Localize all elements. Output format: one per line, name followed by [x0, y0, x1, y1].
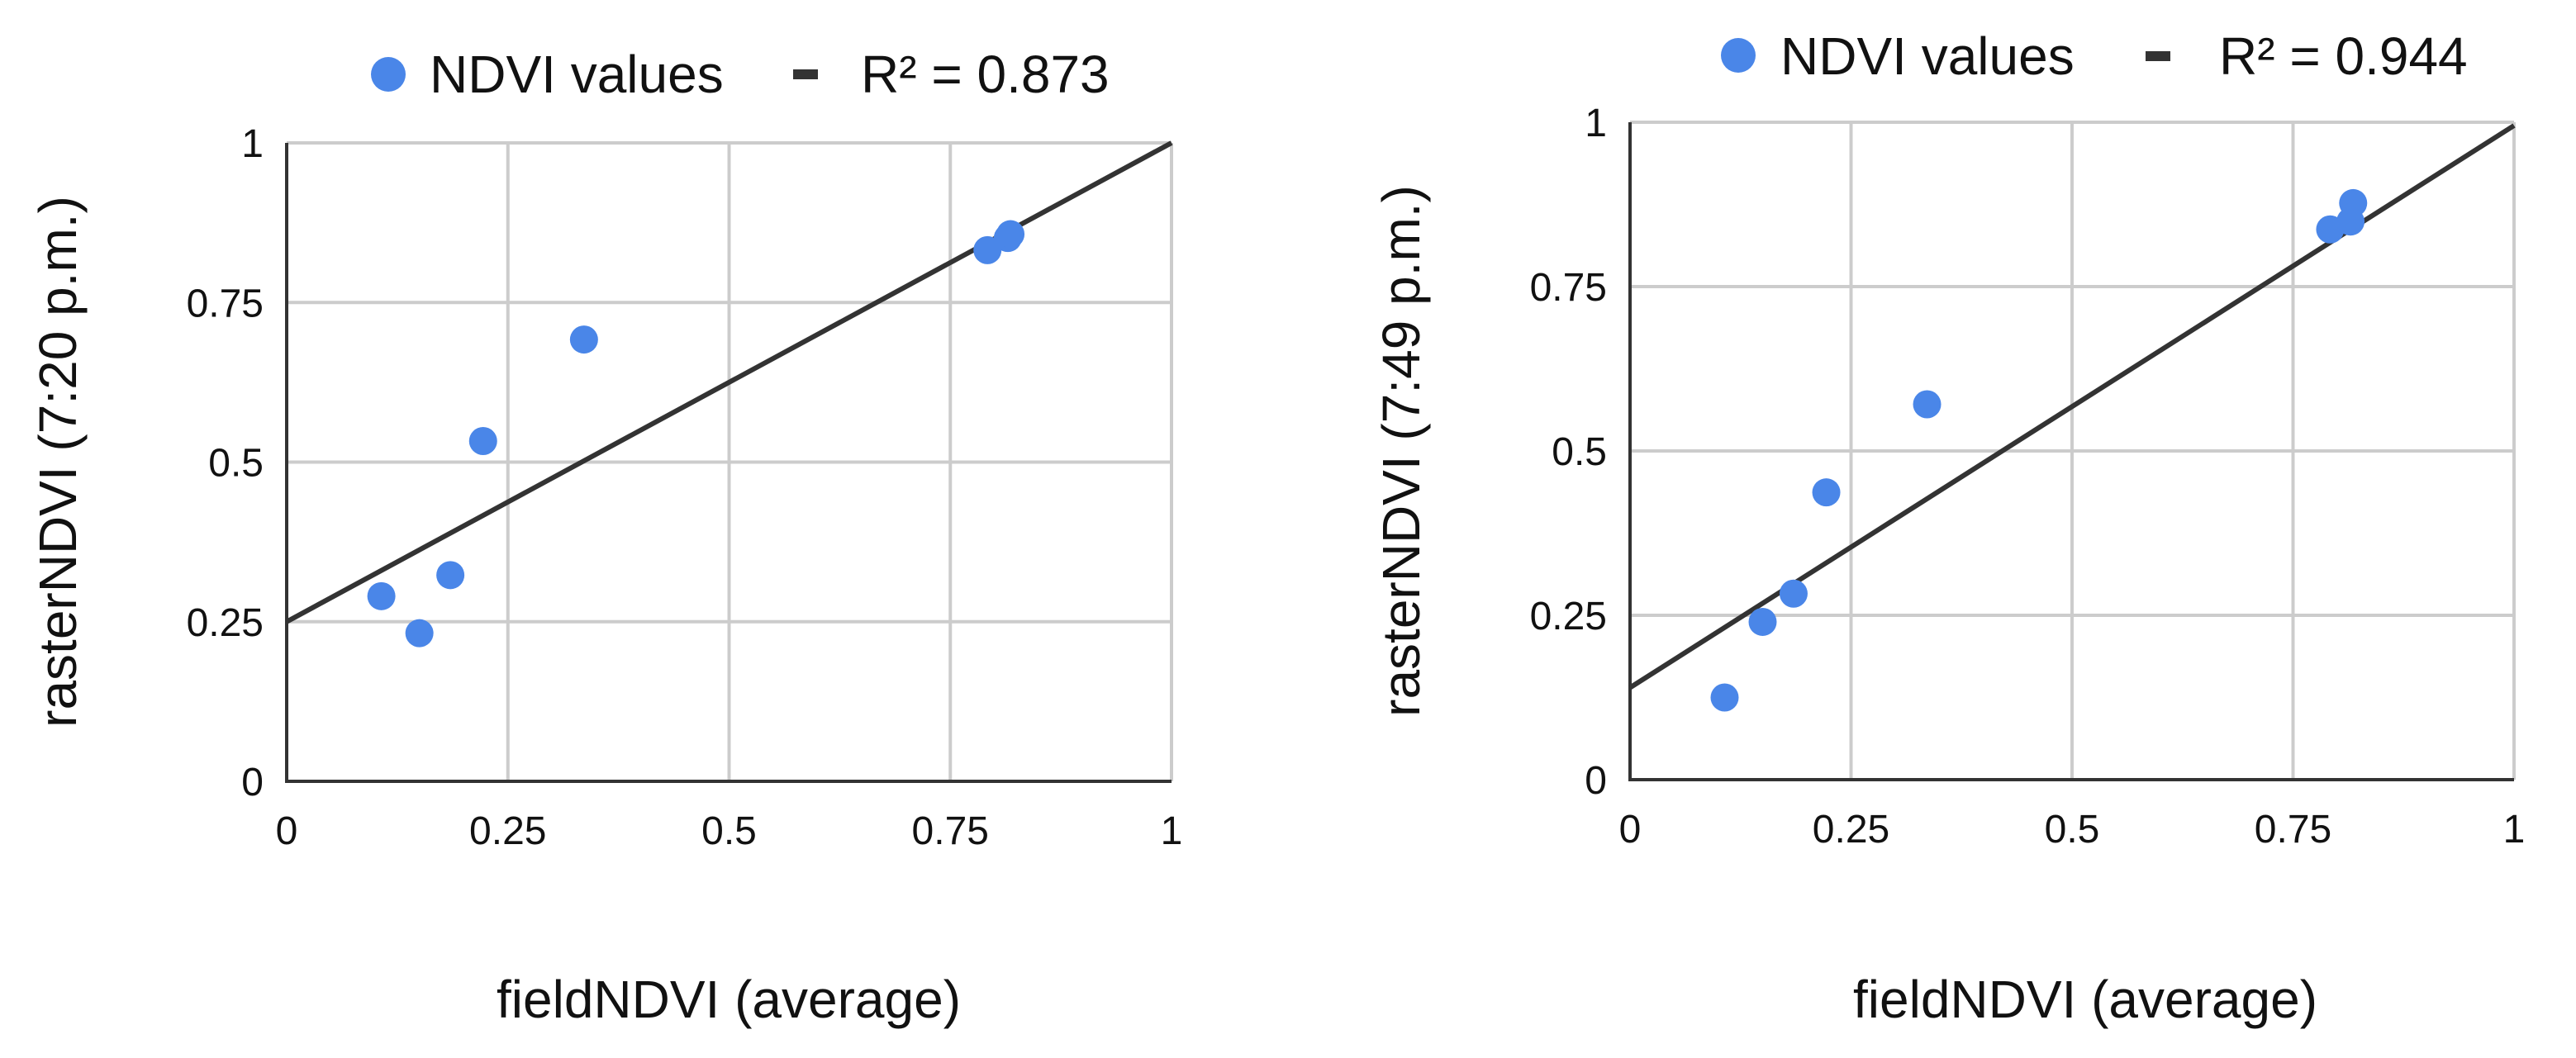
x-tick-label: 0.75	[912, 809, 989, 853]
y-tick-label: 0.75	[1530, 266, 1607, 310]
x-axis-title: fieldNDVI (average)	[1853, 970, 2317, 1029]
plot-area: 0 0.25 0.5 0.75 1 0 0.25 0.5 0.75 1	[187, 122, 1183, 853]
data-point	[468, 426, 497, 455]
x-tick-label: 0	[1619, 808, 1642, 852]
x-tick-label: 0.25	[1813, 808, 1889, 852]
data-point	[1812, 478, 1841, 507]
data-point	[2339, 188, 2368, 217]
legend-series-label: NDVI values	[430, 45, 724, 104]
legend-trendline-marker	[793, 69, 818, 79]
y-axis-title: rasterNDVI (7:20 p.m.)	[28, 196, 88, 728]
y-tick-label: 0.25	[187, 601, 264, 645]
y-tick-label: 1	[1585, 102, 1607, 145]
legend: NDVI values R² = 0.873	[371, 45, 1110, 104]
x-tick-label: 0.5	[2045, 808, 2100, 852]
data-point	[569, 325, 598, 354]
y-tick-label: 0.25	[1530, 595, 1607, 638]
legend-point-marker	[1721, 38, 1756, 73]
x-tick-label: 0.5	[701, 809, 757, 853]
chart-right: NDVI values R² = 0.944 0 0.25 0.5 0.75 1 0 0.2…	[1371, 26, 2525, 1029]
x-tick-label: 0.25	[469, 809, 546, 853]
y-tick-label: 1	[241, 122, 264, 166]
x-tick-label: 0.75	[2255, 808, 2331, 852]
data-point	[436, 561, 465, 590]
data-point	[1710, 683, 1739, 712]
trendline	[285, 140, 1173, 624]
chart-left: NDVI values R² = 0.873 0 0.25 0.5 0.75 1 0 0.2…	[28, 45, 1182, 1029]
legend-trendline-label: R² = 0.944	[2219, 26, 2468, 86]
data-point	[1779, 579, 1808, 608]
data-point	[973, 235, 1002, 264]
y-tick-label: 0	[1585, 759, 1607, 803]
x-tick-label: 0	[276, 809, 298, 853]
y-tick-label: 0.5	[1552, 430, 1607, 474]
data-point	[367, 581, 396, 610]
data-point	[1748, 607, 1777, 636]
trendline	[1628, 123, 2516, 690]
y-tick-label: 0.5	[208, 442, 264, 486]
legend-point-marker	[371, 57, 406, 92]
legend-series-label: NDVI values	[1780, 26, 2075, 86]
plot-area: 0 0.25 0.5 0.75 1 0 0.25 0.5 0.75 1	[1530, 102, 2526, 852]
y-tick-label: 0	[241, 761, 264, 804]
legend-trendline-marker	[2146, 51, 2170, 61]
y-axis-title: rasterNDVI (7:49 p.m.)	[1371, 185, 1431, 717]
x-axis-title: fieldNDVI (average)	[497, 970, 961, 1029]
x-tick-label: 1	[2503, 808, 2526, 852]
data-point	[405, 619, 434, 648]
data-point	[996, 220, 1025, 249]
legend-trendline-label: R² = 0.873	[861, 45, 1110, 104]
data-point	[1913, 390, 1942, 419]
y-tick-label: 0.75	[187, 282, 264, 325]
x-tick-label: 1	[1161, 809, 1183, 853]
legend: NDVI values R² = 0.944	[1721, 26, 2468, 86]
